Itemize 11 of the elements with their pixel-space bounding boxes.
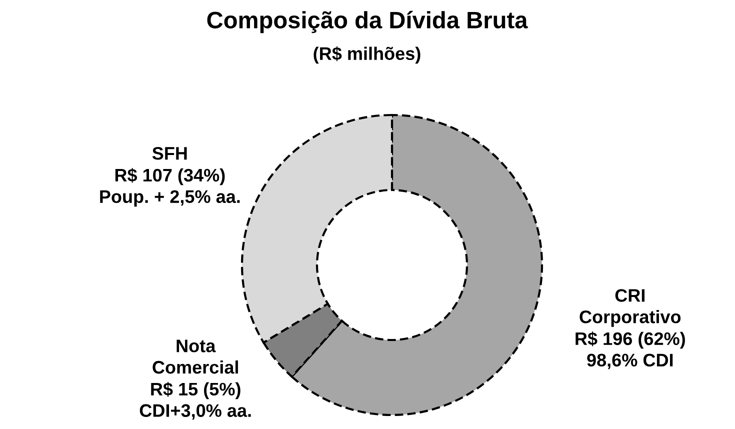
data-label: R$ 15 (5%) <box>151 382 240 400</box>
slice-label: Nota Comercial <box>152 340 238 374</box>
text: CDI+3,0% aa. <box>140 404 251 420</box>
data-label: R$ 196 (62%) <box>576 332 685 349</box>
chart-subtitle: (R$ milhões) <box>314 46 420 64</box>
slice-label: SFH <box>152 146 187 160</box>
text: Poup. + 2,5% aa. <box>100 190 240 207</box>
slice-label: CRI Corporativo <box>580 289 681 327</box>
chart-title: Composição da Dívida Bruta <box>207 10 528 34</box>
data-label: R$ 107 (34%) <box>115 168 225 186</box>
text: 98,6% CDI <box>587 354 673 370</box>
